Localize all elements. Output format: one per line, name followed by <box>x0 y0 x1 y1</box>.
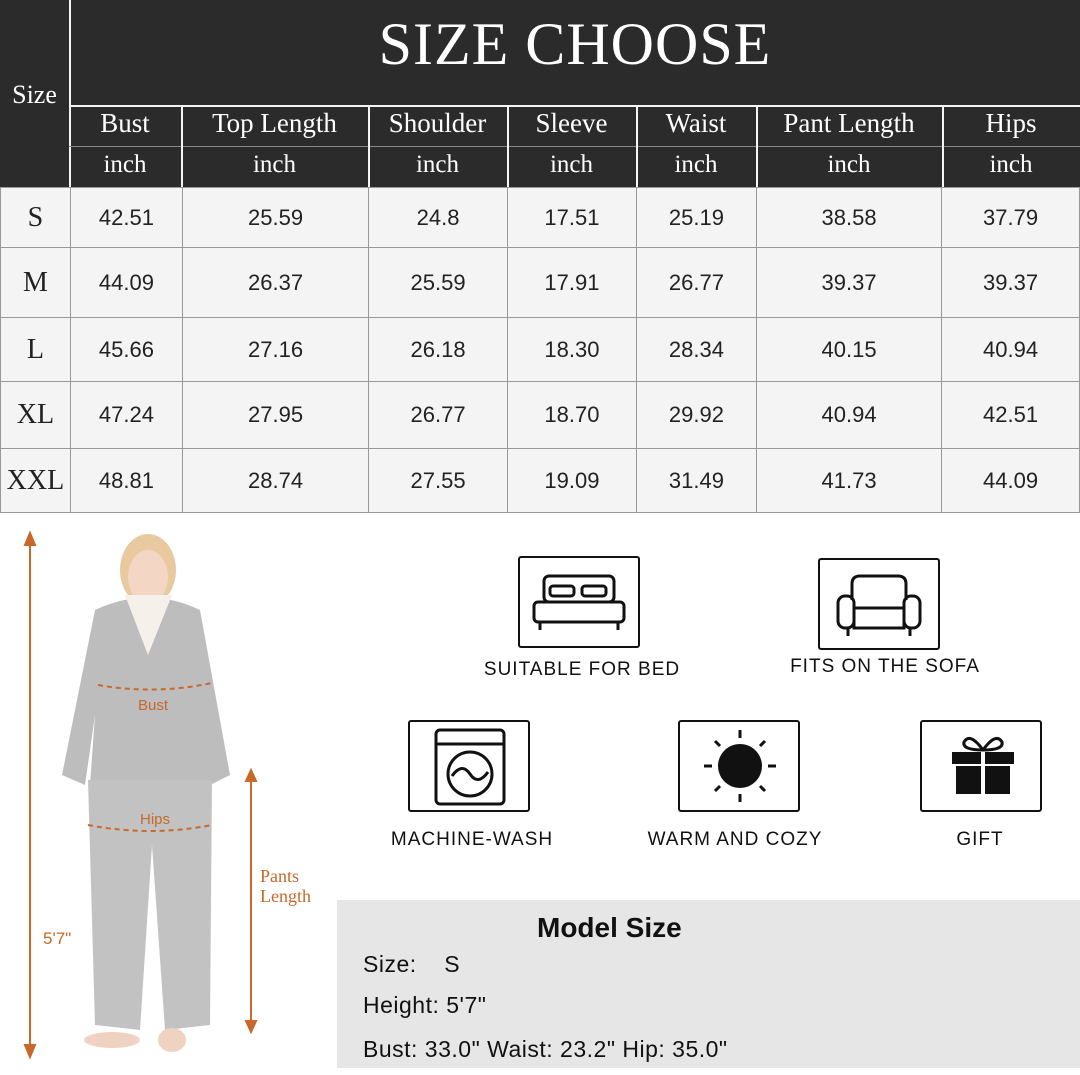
column-unit: inch <box>252 151 297 178</box>
column-unit: inch <box>549 151 594 178</box>
table-cell: 26.77 <box>368 381 508 449</box>
size-cell: M <box>0 247 71 318</box>
table-cell: 28.34 <box>635 317 757 382</box>
table-cell: 25.19 <box>635 187 757 248</box>
column-header: Sleeve <box>535 108 608 138</box>
table-cell: 26.77 <box>635 247 757 318</box>
size-cell: L <box>0 317 71 382</box>
table-cell: 29.92 <box>635 381 757 449</box>
divider <box>756 105 758 187</box>
model-size-title: Model Size <box>537 912 682 943</box>
bed-icon <box>518 556 640 648</box>
table-cell: 44.09 <box>941 448 1080 513</box>
washing-machine-icon <box>408 720 530 812</box>
table-row: M 44.09 26.37 25.59 17.91 26.77 39.37 39.37 <box>0 247 1080 318</box>
pants-length-label: Pants Length <box>260 866 311 906</box>
model-size-panel <box>337 900 1080 1068</box>
column-unit: inch <box>674 151 718 178</box>
table-cell: 48.81 <box>69 448 184 513</box>
divider <box>368 105 370 187</box>
sofa-icon <box>818 558 940 650</box>
size-cell: XL <box>0 381 71 449</box>
table-cell: 25.59 <box>182 187 370 248</box>
divider <box>69 105 1080 107</box>
sun-icon <box>678 720 800 812</box>
table-cell: 17.51 <box>506 187 637 248</box>
gift-icon <box>920 720 1042 812</box>
model-measurements: Bust: 33.0" Waist: 23.2" Hip: 35.0" <box>363 1036 728 1062</box>
divider <box>181 105 183 187</box>
divider <box>636 105 638 187</box>
feature-label: GIFT <box>956 829 1004 850</box>
table-cell: 25.59 <box>368 247 508 318</box>
table-cell: 19.09 <box>506 448 637 513</box>
model-size: Size: S <box>363 951 461 977</box>
table-cell: 39.37 <box>755 247 943 318</box>
feature-label: SUITABLE FOR BED <box>483 659 681 680</box>
table-cell: 26.18 <box>368 317 508 382</box>
table-cell: 28.74 <box>182 448 370 513</box>
table-cell: 39.37 <box>941 247 1080 318</box>
table-cell: 26.37 <box>182 247 370 318</box>
table-cell: 37.79 <box>941 187 1080 248</box>
column-header: Bust <box>100 108 150 138</box>
column-unit: inch <box>103 151 147 178</box>
page-title: SIZE CHOOSE <box>378 11 772 77</box>
table-row: XXL 48.81 28.74 27.55 19.09 31.49 41.73 44.09 <box>0 448 1080 513</box>
height-label: 5'7" <box>43 929 72 948</box>
feature-label: FITS ON THE SOFA <box>790 656 980 677</box>
column-header: Waist <box>665 108 727 138</box>
divider <box>942 105 944 187</box>
table-cell: 45.66 <box>69 317 184 382</box>
table-cell: 27.16 <box>182 317 370 382</box>
feature-label: WARM AND COZY <box>647 829 823 850</box>
bust-label: Bust <box>138 697 169 714</box>
table-cell: 40.94 <box>941 317 1080 382</box>
hips-label: Hips <box>140 811 171 828</box>
column-header: Pant Length <box>783 108 915 138</box>
column-header: Shoulder <box>388 108 487 138</box>
column-header: Top Length <box>212 108 337 138</box>
table-row: L 45.66 27.16 26.18 18.30 28.34 40.15 40.94 <box>0 317 1080 382</box>
table-cell: 42.51 <box>69 187 184 248</box>
table-cell: 31.49 <box>635 448 757 513</box>
size-column-header: Size <box>12 80 57 109</box>
table-cell: 18.30 <box>506 317 637 382</box>
table-cell: 38.58 <box>755 187 943 248</box>
table-row: XL 47.24 27.95 26.77 18.70 29.92 40.94 42.51 <box>0 381 1080 449</box>
column-unit: inch <box>827 151 871 178</box>
divider <box>69 0 71 187</box>
table-cell: 47.24 <box>69 381 184 449</box>
model-height: Height: 5'7" <box>363 992 487 1018</box>
model-figure <box>23 530 258 1060</box>
size-cell: XXL <box>0 448 71 513</box>
size-cell: S <box>0 187 71 248</box>
table-cell: 44.09 <box>69 247 184 318</box>
table-cell: 42.51 <box>941 381 1080 449</box>
table-row: S 42.51 25.59 24.8 17.51 25.19 38.58 37.79 <box>0 187 1080 248</box>
divider <box>69 146 1080 147</box>
table-cell: 27.55 <box>368 448 508 513</box>
model-image <box>62 534 230 1052</box>
table-header <box>0 0 1080 187</box>
table-cell: 18.70 <box>506 381 637 449</box>
size-table: S 42.51 25.59 24.8 17.51 25.19 38.58 37.79 M 44.0… <box>0 187 1080 513</box>
table-cell: 41.73 <box>755 448 943 513</box>
column-unit: inch <box>415 151 460 178</box>
table-cell: 40.94 <box>755 381 943 449</box>
column-header: Hips <box>985 108 1037 138</box>
table-cell: 24.8 <box>368 187 508 248</box>
table-cell: 27.95 <box>182 381 370 449</box>
column-unit: inch <box>989 151 1033 178</box>
table-cell: 40.15 <box>755 317 943 382</box>
divider <box>507 105 509 187</box>
table-cell: 17.91 <box>506 247 637 318</box>
feature-label: MACHINE-WASH <box>390 829 554 850</box>
